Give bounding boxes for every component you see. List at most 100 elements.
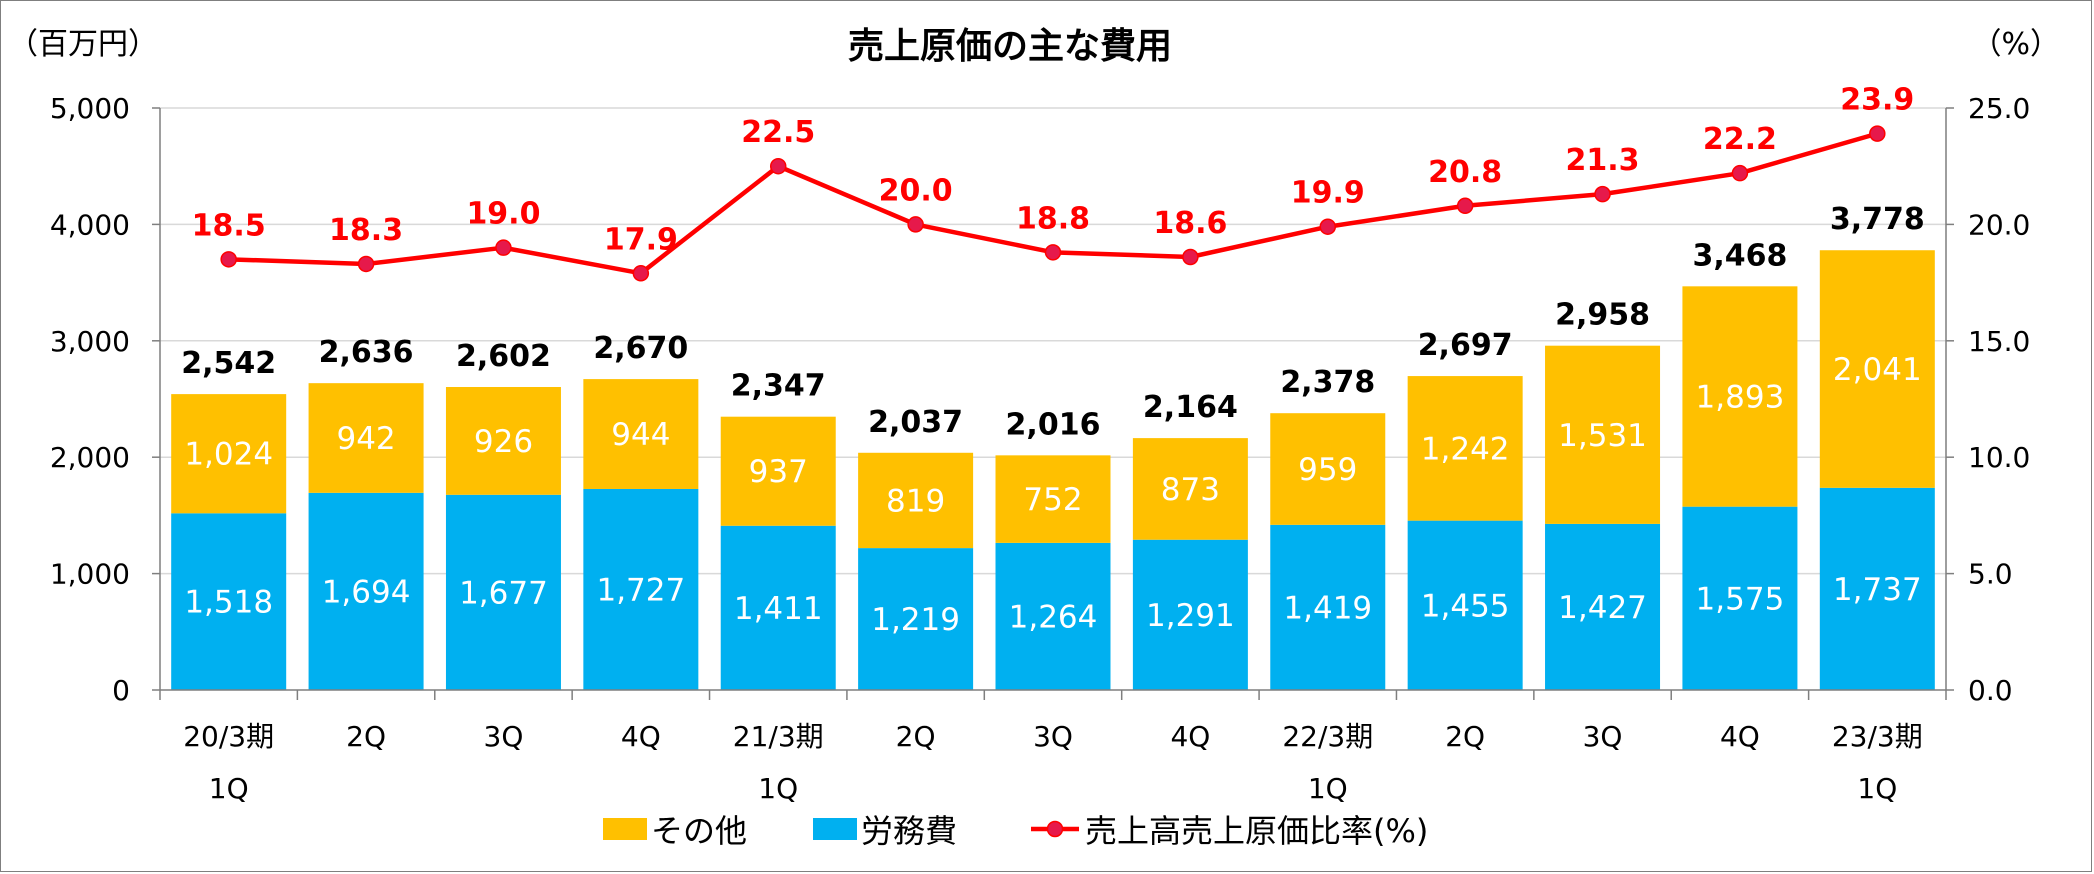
labor-value-label: 1,291 <box>1146 598 1235 634</box>
y-right-tick-label: 15.0 <box>1968 325 2030 358</box>
ratio-value-label: 22.5 <box>741 115 815 150</box>
total-value-label: 2,037 <box>868 405 963 440</box>
other-value-label: 873 <box>1161 472 1220 508</box>
bar-segment-labor <box>445 494 561 690</box>
category-label: 2Q <box>896 720 936 753</box>
other-value-label: 926 <box>474 424 533 460</box>
total-value-label: 2,670 <box>593 331 688 366</box>
total-value-label: 2,164 <box>1143 390 1238 425</box>
ratio-marker <box>1319 218 1337 235</box>
total-value-label: 3,778 <box>1830 202 1925 237</box>
y-right-tick-label: 10.0 <box>1968 441 2030 474</box>
ratio-marker <box>1731 164 1749 182</box>
total-value-label: 2,016 <box>1006 407 1101 442</box>
category-label: 2Q <box>1445 720 1485 753</box>
total-value-label: 3,468 <box>1692 238 1787 273</box>
bar-segment-labor <box>171 513 287 690</box>
ratio-marker <box>769 157 787 175</box>
bar-segment-labor <box>583 488 699 690</box>
bar-segment-other <box>1545 345 1661 524</box>
ratio-marker <box>1869 125 1886 142</box>
category-label: 4Q <box>1170 720 1210 753</box>
other-value-label: 942 <box>336 421 395 457</box>
other-value-label: 1,531 <box>1558 418 1647 454</box>
data-labels: 1,518 1,024 2,542 1,694 942 2,636 1,677 926 2,60… <box>181 83 1925 638</box>
bar-segment-other <box>1819 250 1935 488</box>
legend-marker <box>1046 820 1064 838</box>
bar-segment-other <box>445 387 561 495</box>
right-axis-unit: （%） <box>1971 27 2060 62</box>
category-label: 3Q <box>1033 720 1073 753</box>
total-value-label: 2,347 <box>731 369 826 404</box>
category-label: 23/3期 <box>1832 720 1923 753</box>
other-value-label: 944 <box>611 417 670 453</box>
bar-segment-labor <box>1407 520 1523 690</box>
legend-swatch <box>603 818 647 840</box>
total-value-label: 2,636 <box>319 335 414 370</box>
bar-segment-other <box>171 394 287 514</box>
ratio-marker <box>907 216 924 233</box>
y-right-tick-label: 0.0 <box>1968 674 2013 707</box>
category-label: 3Q <box>484 720 524 753</box>
total-value-label: 2,378 <box>1280 365 1375 400</box>
category-label: 21/3期 <box>733 720 824 753</box>
labor-value-label: 1,677 <box>459 575 548 611</box>
left-axis-unit: （百万円） <box>8 27 158 62</box>
ratio-value-label: 18.5 <box>192 208 266 243</box>
ratio-marker <box>1594 185 1611 203</box>
legend-label: その他 <box>651 812 747 850</box>
category-label: 3Q <box>1583 720 1623 753</box>
labor-value-label: 1,575 <box>1696 581 1785 617</box>
ratio-marker <box>632 265 650 282</box>
ratio-value-label: 18.6 <box>1153 206 1227 241</box>
y-right-tick-label: 25.0 <box>1968 92 2030 125</box>
bar-segment-other <box>308 383 424 493</box>
category-label: 4Q <box>1720 720 1760 753</box>
labor-value-label: 1,455 <box>1421 588 1510 624</box>
bar-segment-other <box>720 416 836 526</box>
ratio-marker <box>220 251 237 268</box>
bars <box>171 250 1935 690</box>
axes: 0 0.0 1,000 5.0 2,000 10.0 3,000 15.0 4,000 20.0 5… <box>50 92 2031 805</box>
ratio-marker <box>1044 244 1062 261</box>
ratio-value-label: 17.9 <box>604 222 678 257</box>
ratio-value-label: 18.8 <box>1016 201 1090 236</box>
bar-segment-other <box>583 379 699 489</box>
bar-segment-other <box>1682 286 1798 507</box>
ratio-value-label: 21.3 <box>1566 143 1640 178</box>
legend-label: 売上高売上原価比率(%) <box>1085 812 1428 850</box>
legend-swatch <box>813 818 857 840</box>
bar-segment-labor <box>1545 523 1661 690</box>
y-left-tick-label: 1,000 <box>50 558 130 591</box>
other-value-label: 819 <box>886 483 945 519</box>
legend: その他 労務費 売上高売上原価比率(%) <box>603 812 1428 850</box>
bar-segment-other <box>1270 413 1386 525</box>
legend-label: 労務費 <box>861 812 957 850</box>
bar-segment-labor <box>720 525 836 690</box>
bar-segment-labor <box>308 492 424 690</box>
other-value-label: 959 <box>1298 452 1357 488</box>
chart-title: 売上原価の主な費用 <box>848 26 1172 67</box>
ratio-value-label: 19.0 <box>466 197 540 232</box>
y-left-tick-label: 4,000 <box>50 208 130 241</box>
labor-value-label: 1,737 <box>1833 572 1922 608</box>
ratio-line <box>220 125 1886 282</box>
category-label: 1Q <box>209 772 249 805</box>
other-value-label: 1,242 <box>1421 431 1510 467</box>
bar-segment-labor <box>1132 539 1248 690</box>
bar-segment-other <box>995 455 1111 543</box>
category-label: 1Q <box>1857 772 1897 805</box>
total-value-label: 2,602 <box>456 339 551 374</box>
bar-segment-labor <box>995 542 1111 690</box>
ratio-value-label: 20.0 <box>879 173 953 208</box>
category-label: 2Q <box>346 720 386 753</box>
bar-segment-labor <box>858 548 974 690</box>
total-value-label: 2,697 <box>1418 328 1513 363</box>
bar-segment-labor <box>1682 506 1798 690</box>
bar-segment-labor <box>1819 487 1935 690</box>
y-left-tick-label: 0 <box>112 674 130 707</box>
bar-segment-other <box>1407 376 1523 521</box>
labor-value-label: 1,219 <box>871 602 960 638</box>
other-value-label: 2,041 <box>1833 352 1922 388</box>
